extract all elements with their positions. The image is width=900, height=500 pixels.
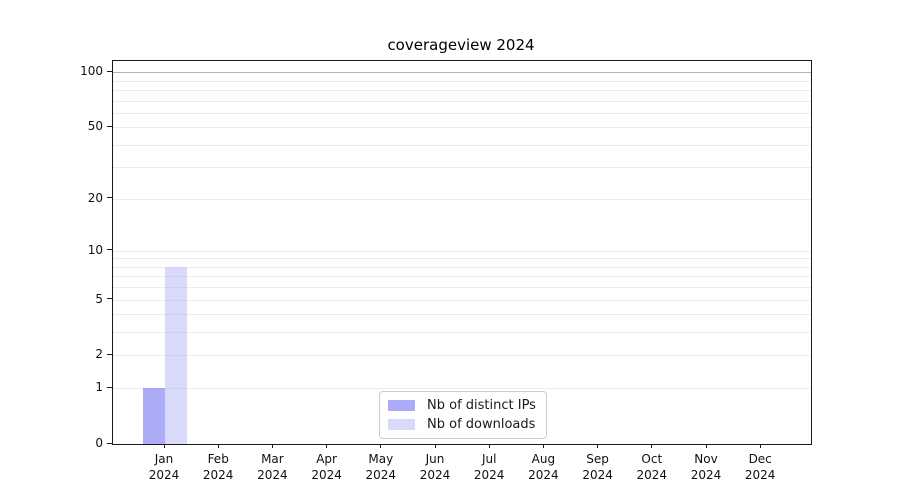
x-axis-tick xyxy=(380,444,382,448)
gridline-major xyxy=(113,72,811,74)
gridline-major xyxy=(113,299,811,301)
y-tick-label: 5 xyxy=(95,291,103,306)
x-axis-tick xyxy=(705,444,707,448)
x-tick-label: Dec 2024 xyxy=(744,452,776,482)
gridline-minor xyxy=(113,112,811,114)
y-axis-tick xyxy=(107,249,112,251)
x-axis-tick xyxy=(759,444,761,448)
x-axis-tick xyxy=(217,444,219,448)
legend-swatch-downloads xyxy=(388,419,415,430)
gridline-minor xyxy=(113,100,811,102)
bar-distinct-ips xyxy=(143,388,165,444)
legend-item-downloads: Nb of downloads xyxy=(388,417,536,432)
gridline-minor xyxy=(113,89,811,91)
x-axis-tick xyxy=(434,444,436,448)
legend: Nb of distinct IPs Nb of downloads xyxy=(379,391,547,439)
gridline-minor xyxy=(113,80,811,82)
x-tick-label: Jan 2024 xyxy=(148,452,180,482)
y-tick-label: 0 xyxy=(95,436,103,450)
plot-area xyxy=(112,60,812,445)
bar-downloads xyxy=(165,266,187,444)
y-tick-label: 1 xyxy=(95,380,103,395)
legend-label-downloads: Nb of downloads xyxy=(427,417,536,432)
legend-item-distinct-ips: Nb of distinct IPs xyxy=(388,398,536,413)
gridline-minor xyxy=(113,332,811,334)
chart-title: coverageview 2024 xyxy=(387,36,535,54)
y-axis-tick xyxy=(107,442,112,444)
x-tick-label: Apr 2024 xyxy=(311,452,342,482)
x-tick-label: Aug 2024 xyxy=(528,452,559,482)
y-axis-tick xyxy=(107,197,112,199)
x-axis-tick xyxy=(651,444,653,448)
x-axis-tick xyxy=(597,444,599,448)
x-tick-label: Oct 2024 xyxy=(636,452,668,482)
y-axis-tick xyxy=(107,125,112,127)
x-axis-tick xyxy=(488,444,490,448)
x-axis-tick xyxy=(163,444,165,448)
gridline-minor xyxy=(113,314,811,316)
gridline-major xyxy=(113,388,811,390)
y-axis-tick xyxy=(107,353,112,356)
gridline-minor xyxy=(113,144,811,146)
gridline-minor xyxy=(113,167,811,169)
gridline-minor xyxy=(113,276,811,278)
x-tick-label: Nov 2024 xyxy=(690,452,722,482)
gridline-minor xyxy=(113,266,811,268)
x-axis-tick xyxy=(326,444,328,448)
legend-swatch-distinct-ips xyxy=(388,400,415,411)
legend-label-distinct-ips: Nb of distinct IPs xyxy=(427,398,536,413)
gridline-major xyxy=(113,198,811,200)
y-tick-label: 2 xyxy=(95,347,103,362)
gridline-major xyxy=(113,250,811,252)
y-tick-label: 10 xyxy=(87,242,103,257)
gridline-minor xyxy=(113,287,811,289)
y-axis-tick xyxy=(107,298,112,300)
y-axis-tick xyxy=(107,386,112,388)
y-tick-label: 50 xyxy=(87,119,103,134)
gridline-major xyxy=(113,127,811,129)
y-axis-tick xyxy=(107,70,112,72)
x-tick-label: Feb 2024 xyxy=(202,452,234,482)
y-tick-label: 100 xyxy=(80,64,103,79)
x-tick-label: Sep 2024 xyxy=(582,452,613,482)
gridline-major xyxy=(113,355,811,357)
x-tick-label: Jul 2024 xyxy=(473,452,505,482)
y-tick-label: 20 xyxy=(87,190,103,205)
x-axis-tick xyxy=(542,444,545,448)
x-tick-label: May 2024 xyxy=(365,452,397,482)
x-tick-label: Jun 2024 xyxy=(419,452,451,482)
x-tick-label: Mar 2024 xyxy=(257,452,288,482)
x-axis-tick xyxy=(271,444,274,448)
gridline-minor xyxy=(113,258,811,260)
